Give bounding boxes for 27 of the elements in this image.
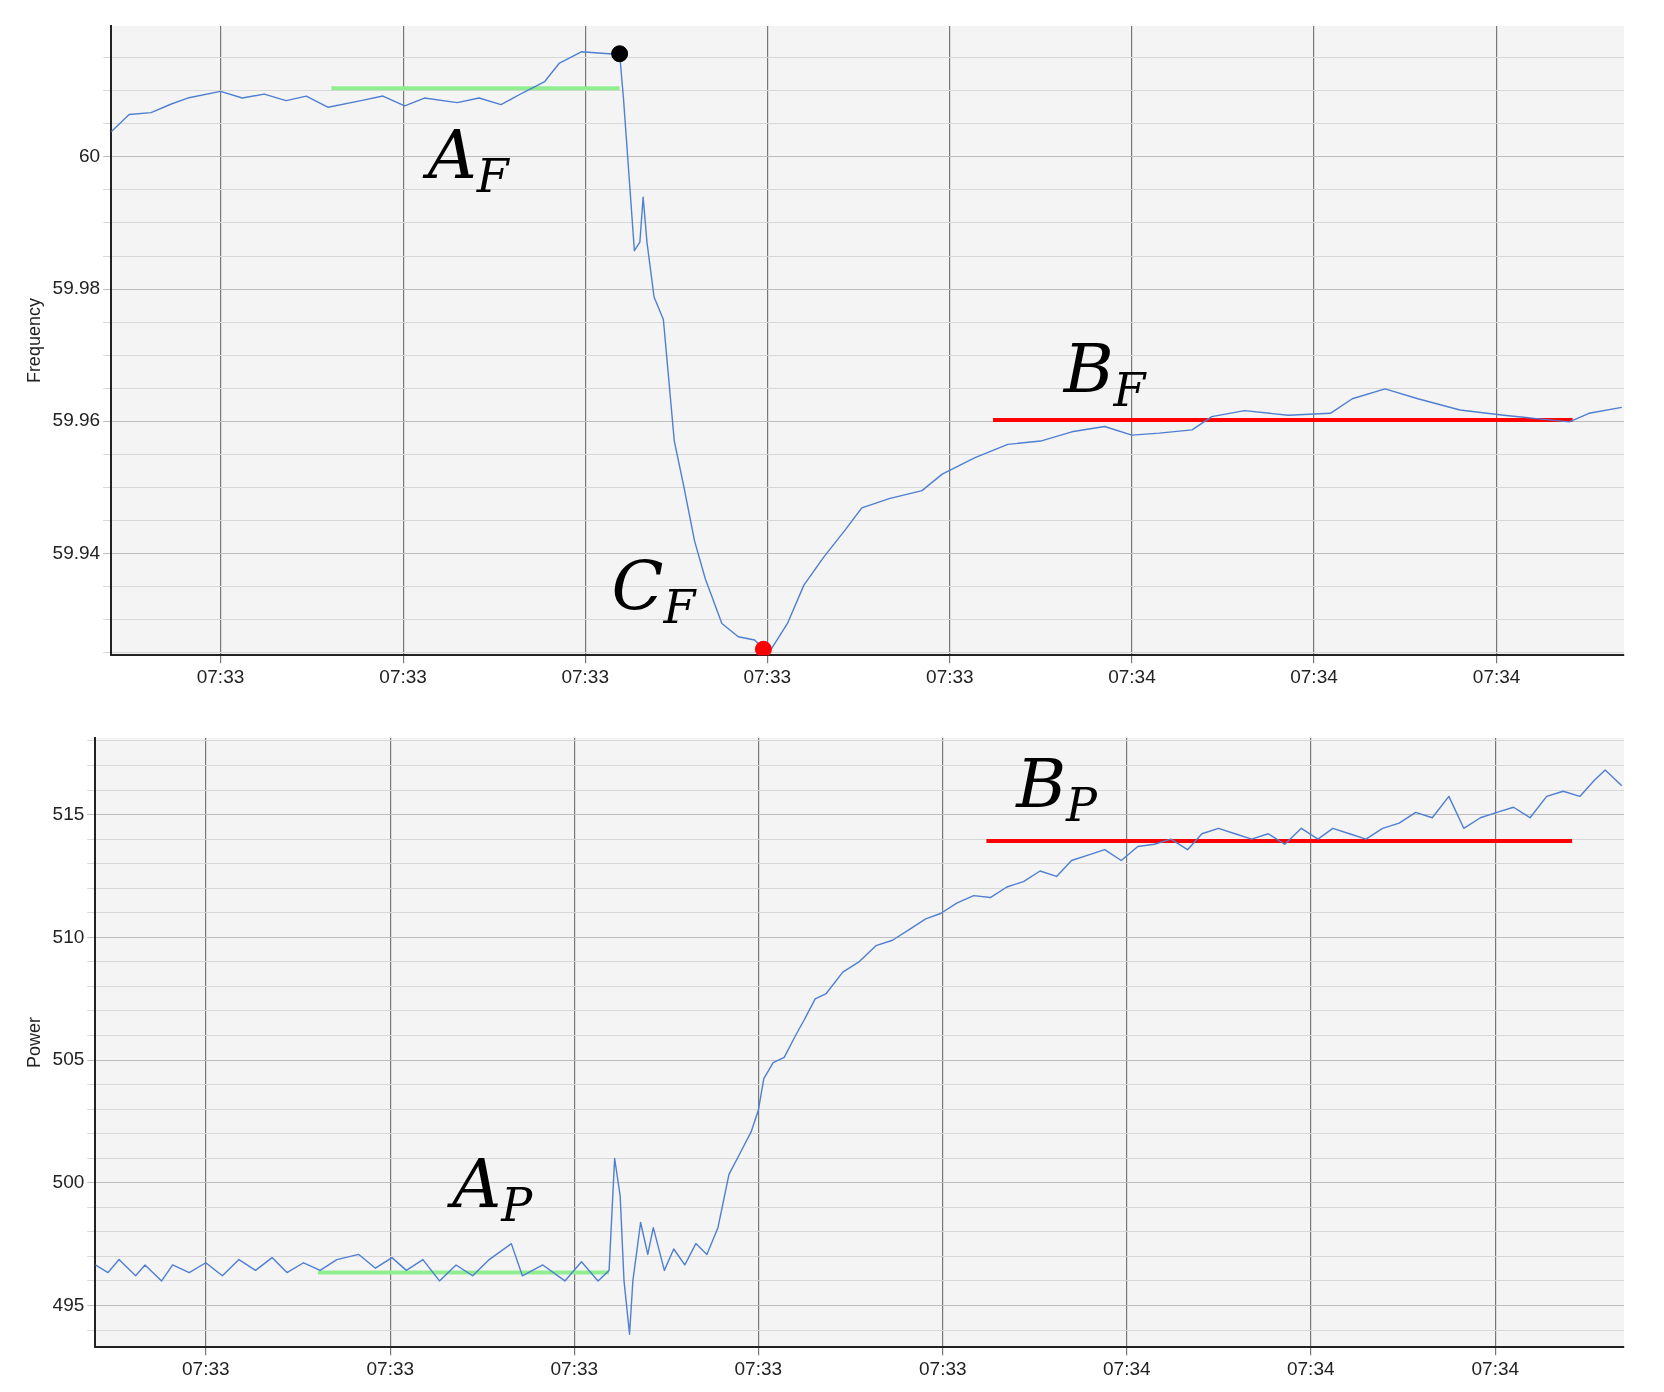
x-tick-label: 07:33 [919,1357,967,1379]
y-axis-title: Power [23,1017,44,1069]
x-tick-label: 07:33 [926,665,974,687]
y-tick-label: 500 [52,1170,85,1192]
y-axis-title: Frequency [23,298,44,384]
x-tick-label: 07:34 [1472,665,1521,687]
x-tick-label: 07:34 [1286,1357,1335,1379]
y-tick-label: 59.94 [52,541,101,563]
x-tick-label: 07:33 [366,1357,415,1379]
y-tick-label: 59.98 [52,277,101,299]
x-tick-label: 07:34 [1108,665,1157,687]
x-tick-label: 07:33 [561,665,609,687]
y-tick-label: 505 [52,1048,85,1070]
y-tick-label: 59.96 [52,409,101,431]
x-tick-label: 07:34 [1103,1357,1151,1379]
x-tick-label: 07:33 [743,665,792,687]
y-tick-label: 515 [52,802,85,824]
y-tick-label: 60 [79,145,101,167]
y-tick-label: 510 [52,925,85,947]
x-tick-label: 07:33 [734,1357,783,1379]
x-tick-label: 07:33 [379,665,427,687]
x-tick-label: 07:33 [182,1357,230,1379]
y-tick-label: 495 [52,1293,85,1315]
x-tick-label: 07:33 [550,1357,599,1379]
x-tick-label: 07:34 [1471,1357,1520,1379]
x-tick-label: 07:34 [1290,665,1339,687]
x-tick-label: 07:33 [196,665,245,687]
